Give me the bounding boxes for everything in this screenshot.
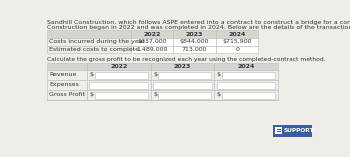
Text: 0: 0 — [235, 47, 239, 52]
Text: $: $ — [90, 72, 93, 77]
Bar — [216, 30, 258, 38]
Bar — [173, 30, 216, 38]
Bar — [87, 90, 151, 100]
Bar — [173, 46, 216, 54]
Text: Gross Profit: Gross Profit — [49, 92, 85, 97]
Bar — [173, 38, 216, 46]
Text: Sandhill Construction, which follows ASPE entered into a contract to construct a: Sandhill Construction, which follows ASP… — [47, 20, 350, 25]
Bar — [273, 125, 312, 137]
Bar — [214, 90, 278, 100]
Bar — [275, 127, 282, 134]
Bar — [47, 38, 131, 46]
Bar — [47, 30, 131, 38]
Text: 2024: 2024 — [237, 63, 255, 68]
Bar — [87, 70, 151, 80]
Text: $: $ — [217, 92, 220, 97]
Text: Expenses: Expenses — [49, 82, 79, 87]
Bar — [131, 46, 173, 54]
Bar — [216, 46, 258, 54]
Bar — [131, 30, 173, 38]
Bar — [47, 70, 87, 80]
Bar — [276, 129, 281, 130]
Bar — [131, 38, 173, 46]
Bar — [214, 63, 278, 70]
Bar — [153, 82, 212, 89]
Text: 713,000: 713,000 — [182, 47, 207, 52]
Text: $: $ — [90, 92, 93, 97]
Bar — [276, 131, 281, 132]
Bar — [222, 72, 275, 79]
Bar — [47, 80, 87, 90]
Bar — [95, 72, 148, 79]
Text: $: $ — [153, 72, 157, 77]
Text: $637,000: $637,000 — [137, 39, 167, 44]
Text: Construction began in 2022 and was completed in 2024. Below are the details of t: Construction began in 2022 and was compl… — [47, 25, 350, 30]
Bar — [159, 72, 211, 79]
Bar — [159, 92, 211, 99]
Text: 2022: 2022 — [143, 32, 161, 37]
Bar — [151, 70, 214, 80]
Text: 2023: 2023 — [174, 63, 191, 68]
Bar — [95, 92, 148, 99]
Bar — [47, 46, 131, 54]
Bar — [217, 82, 275, 89]
Text: Calculate the gross profit to be recognized each year using the completed-contra: Calculate the gross profit to be recogni… — [47, 57, 326, 62]
Bar — [151, 80, 214, 90]
Text: Estimated costs to complete: Estimated costs to complete — [49, 47, 139, 52]
Text: SUPPORT: SUPPORT — [284, 128, 315, 133]
Text: 2022: 2022 — [110, 63, 128, 68]
Text: 2023: 2023 — [186, 32, 203, 37]
Bar — [47, 63, 87, 70]
Text: 2024: 2024 — [229, 32, 246, 37]
Text: $: $ — [217, 72, 220, 77]
Bar — [47, 90, 87, 100]
Bar — [90, 82, 148, 89]
Bar — [214, 80, 278, 90]
Text: Costs incurred during the year: Costs incurred during the year — [49, 39, 146, 44]
Text: 1,489,000: 1,489,000 — [136, 47, 168, 52]
Bar — [87, 63, 151, 70]
Text: $715,900: $715,900 — [222, 39, 252, 44]
Bar — [151, 90, 214, 100]
Bar — [151, 63, 214, 70]
Text: $844,000: $844,000 — [180, 39, 209, 44]
Bar — [87, 80, 151, 90]
Bar — [214, 70, 278, 80]
Bar — [216, 38, 258, 46]
Text: Revenue: Revenue — [49, 72, 77, 77]
Bar — [222, 92, 275, 99]
Text: $: $ — [153, 92, 157, 97]
